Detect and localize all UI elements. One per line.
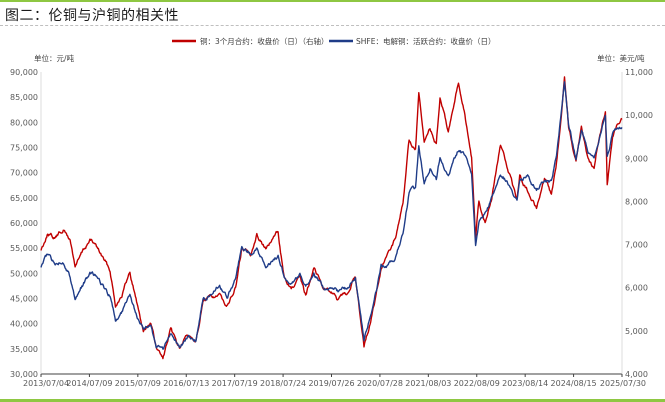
right-tick-label: 5,000 [625, 327, 648, 336]
right-axis-ticks: 4,000 5,000 6,000 7,000 8,000 9,000 10,000 11,0… [625, 68, 653, 379]
x-tick-label: 2022/08/09 [454, 379, 500, 388]
right-tick-label: 9,000 [625, 154, 648, 163]
right-tick-label: 8,000 [625, 197, 648, 206]
left-tick-label: 80,000 [10, 118, 38, 127]
right-tick-label: 4,000 [625, 370, 648, 379]
series-layer [40, 76, 623, 360]
legend: 铜：3个月合约：收盘价（日）（右轴） SHFE：电解铜：活跃合约：收盘价（日） [172, 36, 495, 46]
left-tick-label: 55,000 [10, 244, 38, 253]
right-tick-label: 10,000 [625, 111, 653, 120]
right-tick-label: 11,000 [625, 68, 653, 77]
left-tick-label: 90,000 [10, 68, 38, 77]
left-tick-label: 40,000 [10, 320, 38, 329]
figure-title: 图二：伦铜与沪铜的相关性 [5, 8, 179, 24]
left-tick-label: 50,000 [10, 269, 38, 278]
series-line-shfe [40, 81, 623, 350]
left-tick-label: 65,000 [10, 194, 38, 203]
left-axis-ticks: 30,000 35,000 40,000 45,000 50,000 55,000 60,0… [10, 68, 38, 379]
left-tick-label: 70,000 [10, 169, 38, 178]
right-tick-label: 7,000 [625, 241, 648, 250]
x-tick-label: 2025/07/30 [600, 379, 646, 388]
right-tick-label: 6,000 [625, 284, 648, 293]
legend-label-shfe: SHFE：电解铜：活跃合约：收盘价（日） [356, 36, 495, 46]
left-tick-label: 75,000 [10, 144, 38, 153]
x-tick-label: 2014/07/09 [66, 379, 112, 388]
x-tick-label: 2016/07/13 [163, 379, 209, 388]
x-tick-label: 2019/07/26 [308, 379, 354, 388]
left-axis-unit: 单位：元/吨 [34, 53, 75, 63]
x-tick-label: 2020/07/28 [357, 379, 403, 388]
x-tick-label: 2023/08/14 [502, 379, 548, 388]
left-tick-label: 45,000 [10, 295, 38, 304]
left-tick-label: 30,000 [10, 370, 38, 379]
title-divider [0, 25, 665, 26]
top-border [0, 0, 665, 2]
bottom-border [0, 399, 665, 402]
x-tick-label: 2015/07/09 [115, 379, 161, 388]
series-line-lme [40, 76, 623, 360]
x-tick-label: 2021/08/03 [405, 379, 451, 388]
right-axis-unit: 单位：美元/吨 [597, 53, 645, 63]
x-tick-label: 2024/08/15 [551, 379, 597, 388]
legend-label-lme: 铜：3个月合约：收盘价（日）（右轴） [200, 36, 329, 46]
x-tick-label: 2017/07/19 [212, 379, 258, 388]
x-tick-label: 2018/07/24 [260, 379, 306, 388]
left-tick-label: 35,000 [10, 345, 38, 354]
left-tick-label: 60,000 [10, 219, 38, 228]
left-tick-label: 85,000 [10, 93, 38, 102]
x-tick-label: 2013/07/04 [23, 379, 69, 388]
